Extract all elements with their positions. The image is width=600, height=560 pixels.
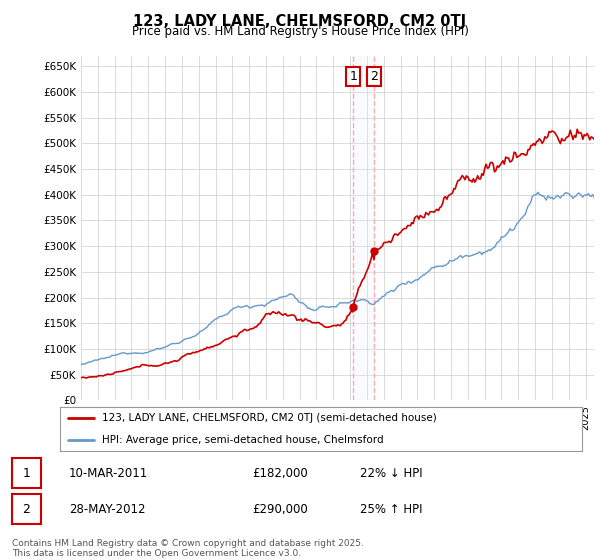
Text: HPI: Average price, semi-detached house, Chelmsford: HPI: Average price, semi-detached house,… — [102, 435, 383, 445]
Text: 1: 1 — [349, 70, 357, 83]
Text: 1: 1 — [22, 466, 31, 480]
Text: 123, LADY LANE, CHELMSFORD, CM2 0TJ (semi-detached house): 123, LADY LANE, CHELMSFORD, CM2 0TJ (sem… — [102, 413, 437, 423]
Text: Price paid vs. HM Land Registry's House Price Index (HPI): Price paid vs. HM Land Registry's House … — [131, 25, 469, 38]
Bar — [353, 56, 374, 400]
Text: 123, LADY LANE, CHELMSFORD, CM2 0TJ: 123, LADY LANE, CHELMSFORD, CM2 0TJ — [133, 14, 467, 29]
Text: Contains HM Land Registry data © Crown copyright and database right 2025.
This d: Contains HM Land Registry data © Crown c… — [12, 539, 364, 558]
Text: 28-MAY-2012: 28-MAY-2012 — [69, 502, 146, 516]
Text: £182,000: £182,000 — [252, 466, 308, 480]
Text: 2: 2 — [22, 502, 31, 516]
Text: 25% ↑ HPI: 25% ↑ HPI — [360, 502, 422, 516]
Text: 22% ↓ HPI: 22% ↓ HPI — [360, 466, 422, 480]
Text: 10-MAR-2011: 10-MAR-2011 — [69, 466, 148, 480]
Text: £290,000: £290,000 — [252, 502, 308, 516]
Text: 2: 2 — [370, 70, 378, 83]
